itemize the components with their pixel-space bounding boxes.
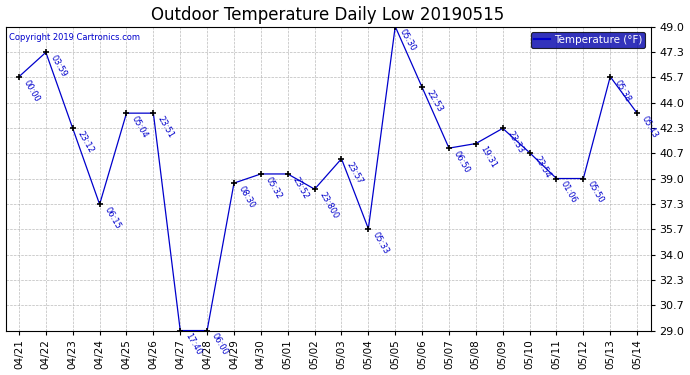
Text: 05:30: 05:30 xyxy=(398,28,417,53)
Text: 05:04: 05:04 xyxy=(129,114,149,140)
Text: 23:57: 23:57 xyxy=(344,160,364,185)
Text: 23:51: 23:51 xyxy=(156,114,176,140)
Text: 00:00: 00:00 xyxy=(22,78,41,103)
Text: 17:40: 17:40 xyxy=(183,332,203,357)
Text: 03:59: 03:59 xyxy=(48,54,68,79)
Text: 06:50: 06:50 xyxy=(452,150,471,175)
Text: 06:00: 06:00 xyxy=(210,332,230,357)
Text: 05:50: 05:50 xyxy=(586,180,606,205)
Legend: Temperature (°F): Temperature (°F) xyxy=(531,32,645,48)
Text: 23:800: 23:800 xyxy=(317,190,339,220)
Text: 22:53: 22:53 xyxy=(425,89,444,114)
Text: 05:43: 05:43 xyxy=(640,114,660,140)
Text: 23:54: 23:54 xyxy=(533,154,552,179)
Text: 01:06: 01:06 xyxy=(560,180,579,205)
Text: 05:33: 05:33 xyxy=(371,230,391,255)
Text: 08:30: 08:30 xyxy=(237,184,257,210)
Title: Outdoor Temperature Daily Low 20190515: Outdoor Temperature Daily Low 20190515 xyxy=(151,6,504,24)
Text: 23:12: 23:12 xyxy=(75,130,95,155)
Text: 05:38: 05:38 xyxy=(613,78,633,104)
Text: Copyright 2019 Cartronics.com: Copyright 2019 Cartronics.com xyxy=(9,33,140,42)
Text: 19:31: 19:31 xyxy=(479,145,498,170)
Text: 05:32: 05:32 xyxy=(264,176,284,201)
Text: 23:52: 23:52 xyxy=(290,176,310,201)
Text: 06:15: 06:15 xyxy=(102,206,122,231)
Text: 23:33: 23:33 xyxy=(506,130,525,155)
